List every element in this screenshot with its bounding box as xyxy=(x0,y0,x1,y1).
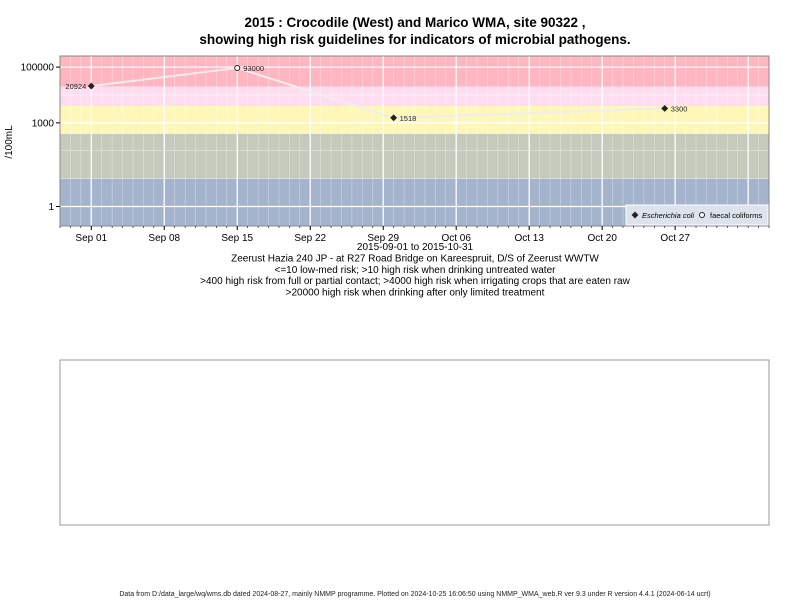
ecoli-point xyxy=(390,114,398,122)
legend-ecoli-marker xyxy=(631,211,639,219)
x-tick-label: Oct 13 xyxy=(514,233,544,244)
subtitle-line: <=10 low-med risk; >10 high risk when dr… xyxy=(275,265,557,276)
faecal-coliform-point xyxy=(234,64,241,71)
legend-faecal-marker xyxy=(699,212,705,218)
subtitle-line: >400 high risk from full or partial cont… xyxy=(200,276,630,287)
data-label: 20924 xyxy=(65,82,86,91)
y-tick-label: 1000 xyxy=(32,118,55,129)
x-tick-label: Sep 01 xyxy=(75,233,107,244)
y-tick-label: 100000 xyxy=(21,63,55,74)
legend: Escherichia coli faecal coliforms xyxy=(625,204,769,226)
legend-box xyxy=(625,204,769,226)
subtitle-line: Zeerust Hazia 240 JP - at R27 Road Bridg… xyxy=(231,253,599,264)
ecoli-point xyxy=(87,82,95,90)
x-tick-label: Sep 15 xyxy=(221,233,253,244)
chart-title-line-2: showing high risk guidelines for indicat… xyxy=(199,32,630,47)
x-tick-label: Sep 29 xyxy=(367,233,399,244)
x-tick-label: Sep 22 xyxy=(294,233,326,244)
y-axis-label: /100mL xyxy=(4,125,15,159)
data-label: 93000 xyxy=(243,64,264,73)
data-label: 1518 xyxy=(400,114,417,123)
plot-area: 1 1000 100000 Sep 01 Sep 08 Sep 15 Sep 22 Sep 2… xyxy=(21,55,770,244)
empty-panel xyxy=(59,359,770,526)
ecoli-point xyxy=(661,104,669,112)
subtitle-line: 2015-09-01 to 2015-10-31 xyxy=(357,242,474,253)
legend-faecal-label: faecal coliforms xyxy=(710,211,762,220)
x-tick-label: Sep 08 xyxy=(148,233,180,244)
y-tick-label: 1 xyxy=(48,202,54,213)
footer-note: Data from D:/data_large/wq/wms.db dated … xyxy=(119,591,710,598)
x-tick-label: Oct 20 xyxy=(587,233,617,244)
x-tick-label: Oct 06 xyxy=(441,233,471,244)
subtitle-line: >20000 high risk when drinking after onl… xyxy=(286,288,545,299)
series-line xyxy=(91,66,665,119)
chart-title-line-1: 2015 : Crocodile (West) and Marico WMA, … xyxy=(244,15,585,30)
x-tick-label: Oct 27 xyxy=(660,233,690,244)
legend-ecoli-label: Escherichia coli xyxy=(642,211,694,220)
data-label: 3300 xyxy=(671,104,688,113)
